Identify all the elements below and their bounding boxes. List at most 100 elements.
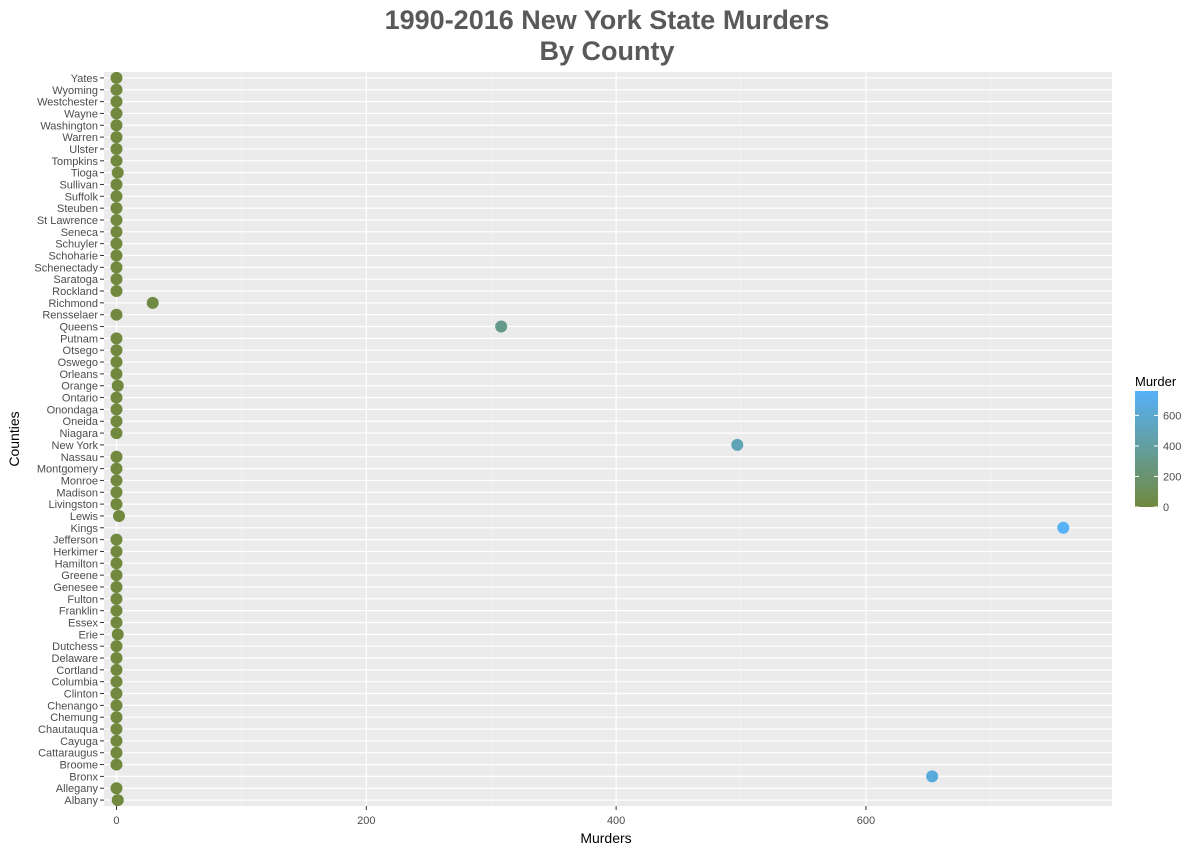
y-tick-label: Steuben: [57, 203, 98, 215]
y-tick-label: Orleans: [59, 369, 98, 381]
legend-colorbar: [1135, 391, 1158, 507]
legend-tick-label: 200: [1163, 471, 1181, 483]
data-point-herkimer: [110, 545, 123, 558]
data-point-bronx: [926, 770, 939, 783]
data-point-warren: [110, 131, 123, 144]
y-tick-label: Richmond: [48, 298, 98, 310]
chart-title: 1990-2016 New York State Murders: [385, 5, 830, 35]
y-tick-label: Schoharie: [48, 251, 98, 263]
x-tick-label: 0: [113, 815, 119, 827]
legend-tick-label: 400: [1163, 441, 1181, 453]
data-point-schoharie: [110, 249, 123, 262]
y-tick-label: Queens: [59, 322, 98, 334]
data-point-oswego: [110, 356, 123, 369]
y-tick-label: Fulton: [67, 594, 98, 606]
data-point-dutchess: [110, 640, 123, 653]
data-point-chemung: [110, 711, 123, 724]
y-tick-label: Monroe: [61, 475, 98, 487]
y-tick-label: Schuyler: [55, 239, 98, 251]
y-tick-label: Herkimer: [53, 546, 98, 558]
data-point-montgomery: [110, 462, 123, 475]
data-point-jefferson: [110, 533, 123, 546]
data-point-seneca: [110, 225, 123, 238]
x-axis-title: Murders: [580, 830, 631, 846]
data-point-rensselaer: [110, 308, 123, 321]
y-tick-label: Tompkins: [52, 156, 99, 168]
y-tick-label: Sullivan: [59, 179, 98, 191]
data-point-columbia: [110, 675, 123, 688]
data-point-albany: [111, 794, 124, 807]
y-axis: AlbanyAlleganyBronxBroomeCattaraugusCayu…: [34, 73, 104, 807]
data-point-cortland: [110, 663, 123, 676]
y-tick-label: Erie: [78, 629, 98, 641]
y-tick-label: Putnam: [60, 333, 98, 345]
data-point-westchester: [110, 95, 123, 108]
y-tick-label: Oswego: [58, 357, 98, 369]
data-point-cayuga: [110, 734, 123, 747]
y-tick-label: Chemung: [50, 712, 98, 724]
data-point-chenango: [110, 699, 123, 712]
data-point-washington: [110, 119, 123, 132]
y-tick-label: Westchester: [37, 97, 98, 109]
data-point-onondaga: [110, 403, 123, 416]
y-tick-label: Allegany: [56, 783, 99, 795]
y-tick-label: Ulster: [69, 144, 98, 156]
y-tick-label: Tioga: [71, 168, 99, 180]
data-point-otsego: [110, 344, 123, 357]
data-point-orleans: [110, 367, 123, 380]
y-tick-label: Montgomery: [37, 464, 99, 476]
panel-background: [104, 72, 1112, 806]
data-point-schuyler: [110, 237, 123, 250]
y-tick-label: Onondaga: [47, 404, 99, 416]
data-point-richmond: [146, 296, 159, 309]
y-tick-label: Niagara: [59, 428, 98, 440]
x-tick-label: 400: [607, 815, 625, 827]
data-point-putnam: [110, 332, 123, 345]
y-tick-label: Hamilton: [55, 558, 98, 570]
y-tick-label: Wyoming: [52, 85, 98, 97]
y-axis-title: Counties: [6, 411, 22, 466]
y-tick-label: Otsego: [63, 345, 98, 357]
y-tick-label: Franklin: [59, 606, 98, 618]
data-point-ontario: [110, 391, 123, 404]
y-tick-label: Delaware: [52, 653, 98, 665]
y-tick-label: New York: [52, 440, 99, 452]
y-tick-label: Yates: [71, 73, 99, 85]
data-point-allegany: [110, 782, 123, 795]
data-points: [110, 71, 1070, 807]
y-tick-label: Wayne: [64, 108, 98, 120]
y-tick-label: Jefferson: [53, 535, 98, 547]
data-point-hamilton: [110, 557, 123, 570]
data-point-wayne: [110, 107, 123, 120]
data-point-fulton: [110, 592, 123, 605]
chart-subtitle: By County: [540, 36, 675, 66]
y-tick-label: Bronx: [69, 771, 98, 783]
data-point-yates: [110, 71, 123, 84]
y-tick-label: Schenectady: [34, 262, 98, 274]
data-point-franklin: [110, 604, 123, 617]
data-point-saratoga: [110, 273, 123, 286]
y-tick-label: Lewis: [70, 511, 99, 523]
y-tick-label: Albany: [64, 795, 98, 807]
y-tick-label: Kings: [70, 523, 98, 535]
data-point-cattaraugus: [110, 746, 123, 759]
y-tick-label: Washington: [40, 120, 98, 132]
legend-tick-label: 600: [1163, 410, 1181, 422]
legend-title: Murder: [1135, 374, 1177, 389]
data-point-broome: [110, 758, 123, 771]
y-tick-label: Broome: [59, 760, 98, 772]
data-point-tompkins: [110, 154, 123, 167]
y-tick-label: Livingston: [48, 499, 98, 511]
y-tick-label: Dutchess: [52, 641, 98, 653]
data-point-erie: [111, 628, 124, 641]
y-tick-label: Seneca: [61, 227, 99, 239]
data-point-wyoming: [110, 83, 123, 96]
y-tick-label: Madison: [56, 487, 98, 499]
data-point-oneida: [110, 415, 123, 428]
y-tick-label: St Lawrence: [37, 215, 98, 227]
x-tick-label: 600: [857, 815, 875, 827]
y-tick-label: Essex: [68, 618, 98, 630]
data-point-st-lawrence: [110, 213, 123, 226]
legend-tick-label: 0: [1163, 502, 1169, 514]
